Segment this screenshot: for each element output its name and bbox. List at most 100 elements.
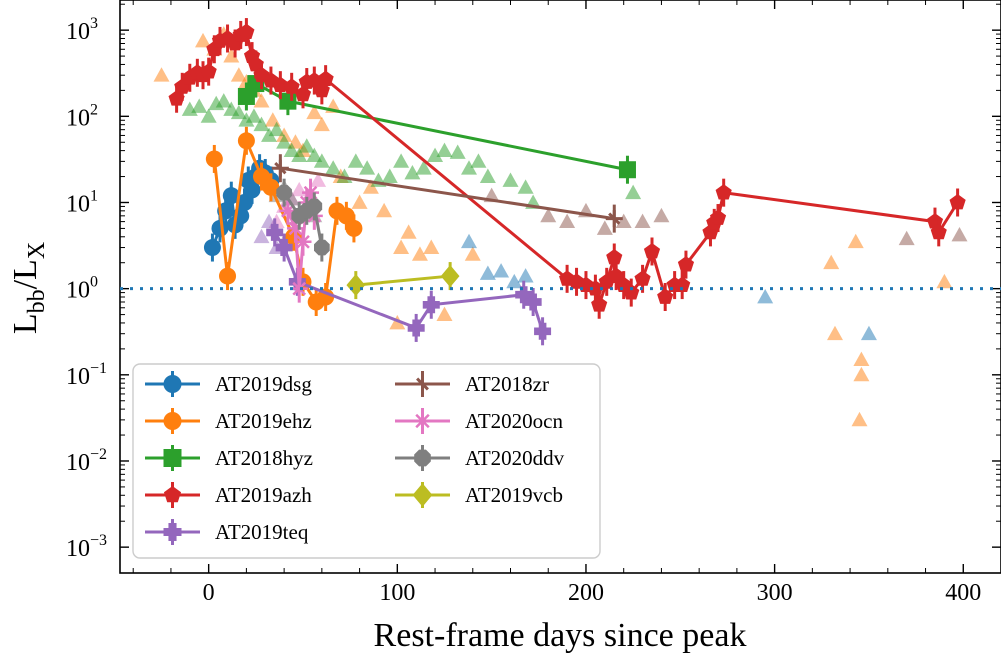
- y-tick-base: 10: [66, 278, 90, 304]
- y-tick-label: 100: [66, 274, 98, 304]
- upper-limit-marker: [153, 67, 170, 82]
- series-line: [355, 274, 451, 287]
- upper-limit-marker: [461, 160, 478, 175]
- series-layer: [168, 18, 966, 346]
- legend-item-at2018zr: AT2018zr: [395, 371, 549, 397]
- y-tick-label: 101: [66, 187, 98, 217]
- y-tick-exp: −3: [90, 532, 107, 549]
- series-at2019azh: [168, 18, 966, 319]
- upper-limit-marker: [264, 112, 281, 127]
- upper-limit-marker: [853, 366, 870, 382]
- data-point: [302, 184, 320, 202]
- y-axis-label-sub1: bb: [24, 289, 50, 313]
- data-point: [203, 239, 221, 257]
- upper-limit-marker: [253, 93, 270, 108]
- data-point: [294, 233, 312, 251]
- upper-limit-marker: [393, 239, 410, 254]
- data-point: [205, 150, 223, 168]
- upper-limit-marker: [461, 233, 478, 249]
- data-point: [283, 78, 300, 94]
- legend: AT2019dsg AT2019ehz AT2018hyz AT2019azh AT20…: [132, 363, 601, 559]
- upper-limit-marker: [191, 98, 208, 113]
- data-point: [930, 223, 947, 240]
- upper-limit-marker: [310, 172, 327, 187]
- upper-limit-marker: [826, 325, 843, 341]
- data-point: [413, 375, 432, 393]
- data-point: [247, 55, 264, 72]
- upper-limit-marker: [898, 230, 915, 246]
- upper-limit-marker: [936, 273, 953, 289]
- data-point: [272, 76, 289, 93]
- y-tick-exp: 1: [90, 187, 98, 204]
- data-point: [657, 288, 674, 304]
- y-axis-label-main: L: [7, 313, 44, 334]
- data-point: [271, 159, 289, 177]
- upper-limit-marker: [238, 112, 255, 127]
- legend-item-at2019dsg: AT2019dsg: [145, 371, 312, 397]
- upper-limit-marker: [540, 207, 557, 223]
- upper-limit-marker: [223, 48, 240, 63]
- upper-limit-marker: [253, 228, 270, 244]
- upper-limit-marker: [823, 254, 840, 270]
- legend-frame: [132, 363, 601, 559]
- data-point: [275, 239, 293, 257]
- data-point: [422, 296, 440, 314]
- legend-label: AT2019ehz: [215, 409, 312, 433]
- data-point: [279, 92, 297, 110]
- legend-item-at2019azh: AT2019azh: [145, 482, 312, 508]
- upper-limit-marker: [291, 181, 308, 197]
- data-point: [163, 523, 182, 541]
- upper-limit-marker: [306, 147, 323, 163]
- data-point: [623, 284, 640, 300]
- upper-limit-marker: [517, 268, 534, 283]
- data-point: [949, 193, 966, 210]
- y-tick-exp: 0: [90, 274, 98, 291]
- legend-label: AT2019dsg: [215, 372, 312, 396]
- upper-limit-marker: [376, 202, 393, 218]
- series-line: [280, 166, 615, 221]
- upper-limit-marker: [298, 138, 315, 153]
- y-tick-base: 10: [66, 105, 90, 131]
- y-tick-label: 10−2: [66, 446, 107, 476]
- y-axis-label: Lbb/LX: [7, 242, 50, 334]
- upper-limit-marker: [851, 411, 868, 427]
- upper-limit-marker: [653, 207, 670, 223]
- plot-frame: [119, 0, 1001, 574]
- data-point: [715, 184, 732, 200]
- upper-limit-marker: [351, 194, 368, 209]
- upper-limit-marker: [625, 184, 642, 200]
- upper-limit-marker: [253, 116, 270, 132]
- y-tick-exp: −1: [90, 360, 107, 377]
- y-tick-label: 102: [66, 101, 98, 131]
- series-at2019vcb: [346, 262, 460, 300]
- legend-item-at2019teq: AT2019teq: [145, 519, 309, 545]
- data-point: [618, 161, 636, 179]
- series-line: [175, 29, 959, 311]
- data-point: [290, 280, 308, 298]
- legend-label: AT2018zr: [465, 372, 549, 396]
- y-tick-label: 103: [66, 15, 98, 45]
- y-tick-label: 10−3: [66, 532, 107, 562]
- data-point: [674, 276, 691, 292]
- upper-limit-marker: [313, 116, 330, 132]
- x-tick-labels: 0 100 200 300 400: [203, 580, 982, 606]
- data-point: [534, 322, 552, 340]
- y-tick-base: 10: [66, 191, 90, 217]
- y-axis-label-sub2: X: [24, 242, 50, 259]
- data-point: [163, 412, 182, 430]
- upper-limit-marker: [283, 142, 300, 158]
- legend-label: AT2020ddv: [465, 446, 565, 470]
- upper-limit-marker: [306, 104, 323, 120]
- data-point: [677, 256, 695, 272]
- upper-limit-marker: [506, 273, 523, 289]
- data-point: [346, 274, 366, 297]
- legend-item-at2020ddv: AT2020ddv: [395, 445, 565, 471]
- data-point: [314, 239, 330, 256]
- upper-limit-marker: [411, 246, 428, 261]
- upper-limit-marker: [313, 153, 330, 168]
- legend-item-at2019ehz: AT2019ehz: [145, 408, 312, 434]
- upper-limit-marker: [359, 160, 376, 175]
- data-point: [163, 449, 182, 467]
- x-tick-label: 300: [757, 580, 793, 606]
